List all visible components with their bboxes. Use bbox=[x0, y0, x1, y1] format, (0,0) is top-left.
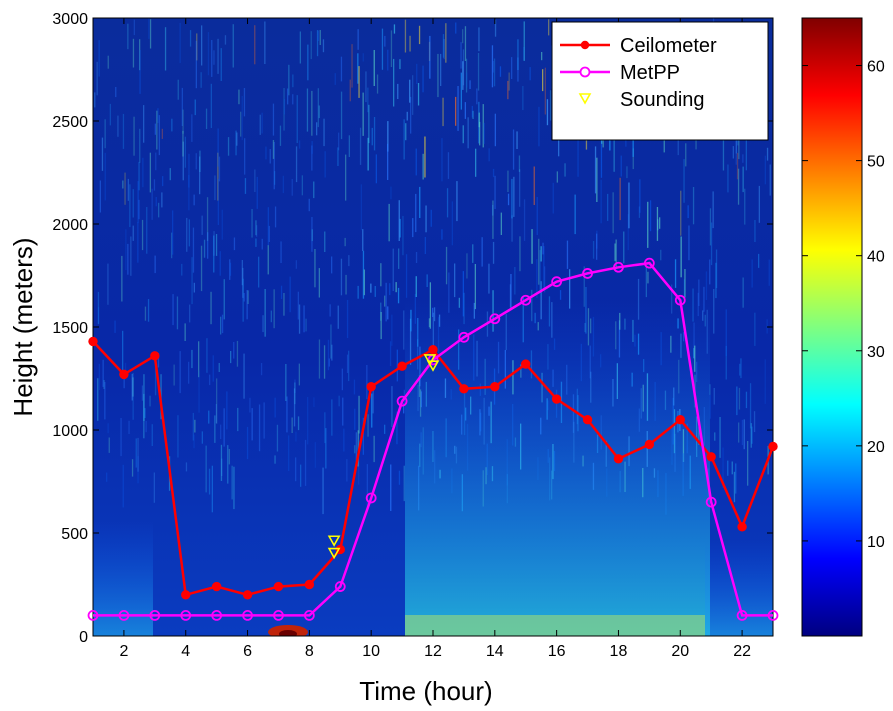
y-tick-label: 3000 bbox=[52, 11, 88, 28]
colorbar-tick-label: 20 bbox=[867, 439, 885, 456]
x-tick-label: 14 bbox=[486, 643, 504, 660]
data-point bbox=[705, 496, 717, 508]
x-tick-label: 20 bbox=[671, 643, 689, 660]
legend-marker bbox=[580, 40, 590, 50]
data-point bbox=[426, 360, 440, 372]
data-point bbox=[366, 382, 376, 392]
data-point bbox=[149, 610, 161, 621]
data-point bbox=[119, 369, 129, 380]
data-point bbox=[396, 395, 408, 407]
legend-label: Ceilometer bbox=[620, 35, 717, 57]
colorbar-tick-label: 30 bbox=[867, 344, 885, 361]
data-point bbox=[737, 522, 747, 532]
series-ceilometer bbox=[88, 336, 778, 600]
data-point bbox=[613, 454, 624, 464]
series-layer bbox=[87, 257, 779, 621]
legend-item: MetPP bbox=[560, 62, 680, 84]
data-point bbox=[489, 313, 501, 325]
x-axis-label: Time (hour) bbox=[359, 676, 492, 706]
data-point bbox=[273, 610, 284, 621]
legend-box bbox=[551, 21, 769, 141]
legend-item: Sounding bbox=[578, 89, 705, 111]
data-point bbox=[767, 610, 779, 621]
y-tick-label: 2500 bbox=[52, 114, 88, 131]
data-point bbox=[551, 276, 563, 288]
data-point bbox=[490, 382, 500, 392]
legend-marker bbox=[578, 93, 592, 105]
colorbar-tick-label: 60 bbox=[867, 59, 885, 76]
x-tick-label: 18 bbox=[610, 643, 628, 660]
data-point bbox=[303, 610, 315, 621]
series-sounding bbox=[327, 354, 440, 560]
x-tick-label: 16 bbox=[548, 643, 566, 660]
x-tick-label: 2 bbox=[119, 643, 128, 660]
data-point bbox=[736, 610, 748, 621]
colorbar-tick-label: 50 bbox=[867, 154, 885, 171]
colorbar: 10 20 30 40 50 60 bbox=[801, 17, 885, 637]
data-point bbox=[181, 590, 191, 600]
data-point bbox=[211, 610, 223, 621]
x-tick-label: 12 bbox=[424, 643, 442, 660]
data-point bbox=[87, 610, 99, 621]
data-point bbox=[118, 610, 130, 621]
data-point bbox=[644, 439, 655, 450]
y-tick-label: 1000 bbox=[52, 423, 88, 440]
legend-item: Ceilometer bbox=[560, 35, 717, 57]
data-point bbox=[459, 384, 469, 394]
data-point bbox=[365, 492, 377, 504]
y-axis: 0 500 1000 1500 2000 2500 3000 bbox=[52, 11, 773, 646]
data-point bbox=[397, 361, 407, 371]
y-tick-label: 0 bbox=[79, 629, 88, 646]
legend-label: Sounding bbox=[620, 89, 705, 111]
data-point bbox=[582, 268, 593, 279]
x-tick-label: 10 bbox=[362, 643, 380, 660]
data-point bbox=[458, 331, 470, 343]
x-tick-label: 4 bbox=[181, 643, 190, 660]
data-point bbox=[674, 294, 686, 306]
data-point bbox=[304, 579, 315, 590]
data-point bbox=[428, 344, 438, 355]
data-point bbox=[520, 294, 532, 306]
data-point bbox=[582, 415, 593, 425]
data-point bbox=[643, 257, 655, 269]
data-point bbox=[675, 415, 685, 425]
data-point bbox=[273, 581, 284, 592]
data-point bbox=[327, 535, 341, 547]
legend-label: MetPP bbox=[620, 62, 680, 84]
y-tick-label: 500 bbox=[61, 526, 88, 543]
data-point bbox=[150, 351, 160, 361]
data-point bbox=[423, 354, 437, 366]
x-tick-label: 6 bbox=[243, 643, 252, 660]
legend: Ceilometer MetPP Sounding bbox=[551, 21, 769, 141]
y-tick-label: 2000 bbox=[52, 217, 88, 234]
data-point bbox=[334, 581, 346, 592]
colorbar-tick-label: 10 bbox=[867, 534, 885, 551]
data-point bbox=[551, 394, 562, 404]
legend-marker bbox=[579, 66, 591, 78]
x-tick-label: 8 bbox=[305, 643, 314, 660]
colorbar-tick-label: 40 bbox=[867, 249, 885, 266]
data-point bbox=[180, 610, 192, 621]
data-point bbox=[327, 547, 341, 560]
data-point bbox=[211, 581, 222, 592]
y-tick-label: 1500 bbox=[52, 320, 88, 337]
data-point bbox=[242, 590, 253, 600]
data-point bbox=[242, 610, 253, 621]
data-point bbox=[88, 336, 98, 347]
data-point bbox=[706, 452, 716, 462]
data-point bbox=[768, 441, 778, 452]
colorbar-gradient bbox=[801, 17, 863, 637]
data-point bbox=[613, 261, 624, 273]
x-axis: 2 4 6 8 10 12 14 16 18 20 22 bbox=[119, 18, 751, 660]
x-tick-label: 22 bbox=[733, 643, 751, 660]
data-point bbox=[521, 359, 531, 369]
y-axis-label: Height (meters) bbox=[8, 237, 38, 416]
